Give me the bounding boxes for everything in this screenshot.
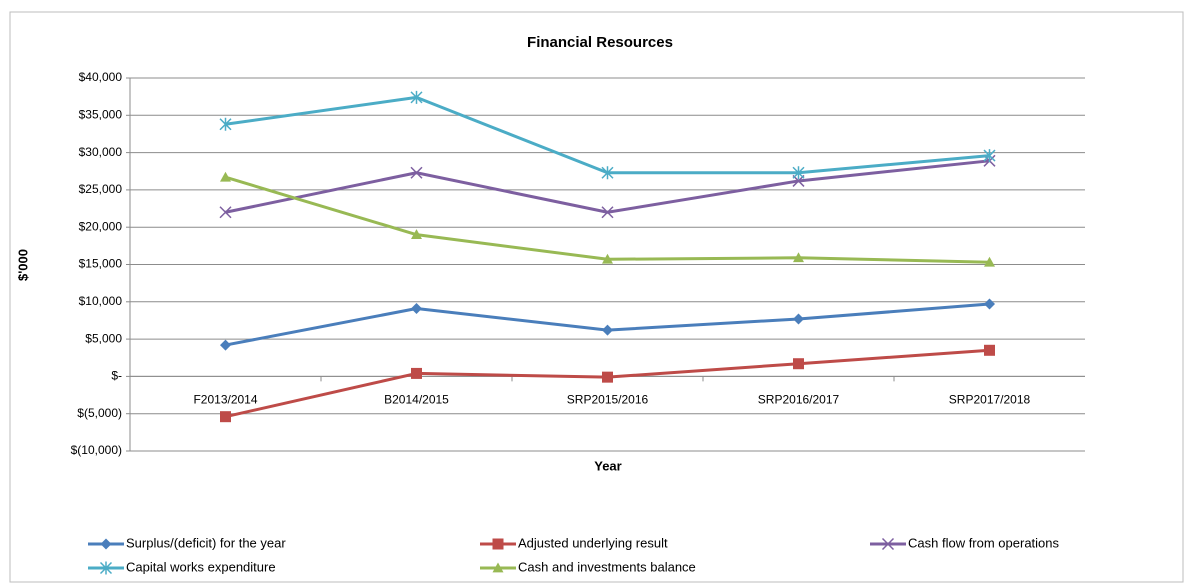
marker [492, 538, 504, 550]
legend-label: Capital works expenditure [126, 559, 276, 574]
x-tick-label: SRP2015/2016 [567, 393, 649, 407]
marker [984, 256, 995, 267]
marker [793, 358, 804, 370]
marker [984, 344, 995, 356]
marker [881, 537, 895, 551]
marker [411, 229, 422, 240]
marker [492, 562, 504, 573]
y-tick-label: $25,000 [79, 182, 123, 196]
marker [602, 371, 613, 383]
y-tick-label: $- [111, 369, 122, 383]
legend-label: Cash and investments balance [518, 559, 696, 574]
y-tick-label: $(10,000) [71, 443, 122, 457]
chart-frame [9, 11, 1184, 583]
legend-marker [881, 537, 895, 551]
marker [793, 252, 804, 263]
marker [984, 298, 995, 310]
marker [602, 253, 613, 264]
y-axis-title: $'000 [15, 249, 30, 281]
marker [410, 90, 423, 104]
y-tick-label: $10,000 [79, 294, 123, 308]
marker [220, 411, 231, 423]
marker [792, 166, 805, 180]
y-tick-label: $(5,000) [77, 406, 122, 420]
marker [100, 538, 112, 550]
marker [99, 561, 113, 575]
x-tick-label: SRP2017/2018 [949, 393, 1031, 407]
marker [219, 206, 232, 219]
y-tick-label: $15,000 [79, 257, 123, 271]
marker [601, 166, 614, 180]
legend-marker [492, 562, 504, 573]
legend-marker [99, 561, 113, 575]
marker [601, 206, 614, 219]
legend-label: Surplus/(deficit) for the year [126, 535, 286, 550]
x-tick-label: SRP2016/2017 [758, 393, 840, 407]
y-tick-label: $40,000 [79, 70, 123, 84]
x-axis-title: Year [594, 458, 621, 473]
marker [411, 367, 422, 379]
marker [219, 117, 232, 131]
marker [220, 339, 231, 351]
legend-marker [492, 538, 504, 550]
legend-label: Cash flow from operations [908, 535, 1060, 550]
x-tick-label: B2014/2015 [384, 393, 449, 407]
marker [410, 166, 423, 179]
x-tick-label: F2013/2014 [193, 393, 257, 407]
marker [602, 324, 613, 336]
y-tick-label: $35,000 [79, 107, 123, 121]
chart-title: Financial Resources [527, 34, 673, 51]
legend-label: Adjusted underlying result [518, 535, 668, 550]
marker [983, 149, 996, 163]
legend-marker [100, 538, 112, 550]
marker [793, 313, 804, 325]
marker [411, 303, 422, 315]
marker [220, 171, 231, 182]
y-tick-label: $30,000 [79, 145, 123, 159]
y-tick-label: $5,000 [85, 331, 122, 345]
y-tick-label: $20,000 [79, 219, 123, 233]
